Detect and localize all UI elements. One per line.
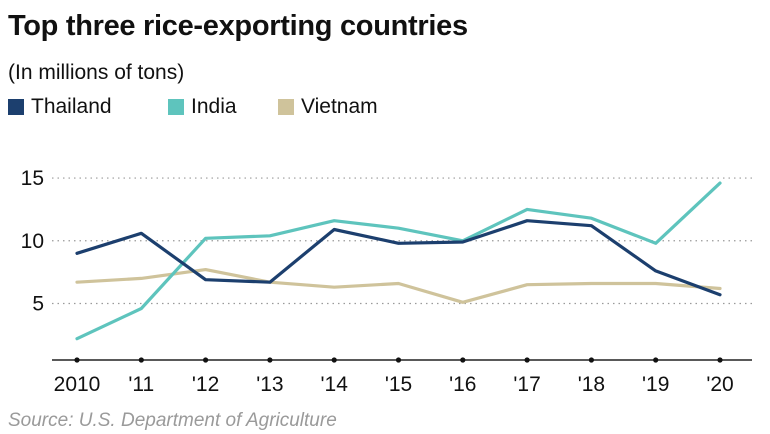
gridlines xyxy=(52,177,752,305)
x-tick-label: '15 xyxy=(385,373,412,396)
series-line-vietnam xyxy=(75,268,722,304)
x-tick-label: '18 xyxy=(578,373,605,396)
x-tick-label: '19 xyxy=(642,373,669,396)
x-axis-ticks: 2010 '11 '12 '13 '14 '15 '16 '17 '18 '19 '20 xyxy=(54,357,734,396)
x-tick-mark xyxy=(588,357,595,363)
legend-item-vietnam: Vietnam xyxy=(278,95,378,119)
series-lines xyxy=(75,181,722,341)
x-tick-mark xyxy=(331,357,337,363)
x-tick-label: '11 xyxy=(128,373,154,396)
x-tick-mark xyxy=(460,357,466,363)
legend-swatch-vietnam xyxy=(278,99,294,115)
x-tick-label: 2010 xyxy=(54,373,101,396)
x-tick-mark xyxy=(717,357,723,363)
x-tick-label: '16 xyxy=(449,373,476,396)
y-axis-ticks: 5 10 15 xyxy=(21,167,44,315)
legend-item-india: India xyxy=(168,95,237,119)
source-note: Source: U.S. Department of Agriculture xyxy=(8,410,337,431)
legend-swatch-india xyxy=(168,99,184,115)
x-tick-label: '20 xyxy=(706,373,733,396)
x-tick-mark xyxy=(267,357,273,363)
y-tick-label: 5 xyxy=(32,293,44,316)
y-tick-label: 10 xyxy=(21,230,44,253)
legend-swatch-thailand xyxy=(8,99,24,115)
chart-title: Top three rice-exporting countries xyxy=(8,10,468,42)
x-tick-mark xyxy=(203,357,209,363)
legend-label-thailand: Thailand xyxy=(31,95,112,118)
series-line-india xyxy=(75,181,722,341)
x-tick-label: '13 xyxy=(256,373,283,396)
chart-subtitle: (In millions of tons) xyxy=(8,61,185,84)
legend-label-india: India xyxy=(191,95,237,118)
x-tick-label: '12 xyxy=(192,373,219,396)
y-tick-label: 15 xyxy=(21,167,44,190)
legend-item-thailand: Thailand xyxy=(8,95,112,119)
x-tick-mark xyxy=(524,357,530,363)
legend: Thailand India Vietnam xyxy=(8,95,608,121)
x-tick-mark xyxy=(74,357,80,363)
x-tick-mark xyxy=(138,357,144,363)
x-tick-label: '17 xyxy=(513,373,540,396)
x-tick-mark xyxy=(653,357,659,363)
x-tick-mark xyxy=(395,357,402,363)
legend-label-vietnam: Vietnam xyxy=(301,95,378,118)
x-tick-label: '14 xyxy=(321,373,349,396)
